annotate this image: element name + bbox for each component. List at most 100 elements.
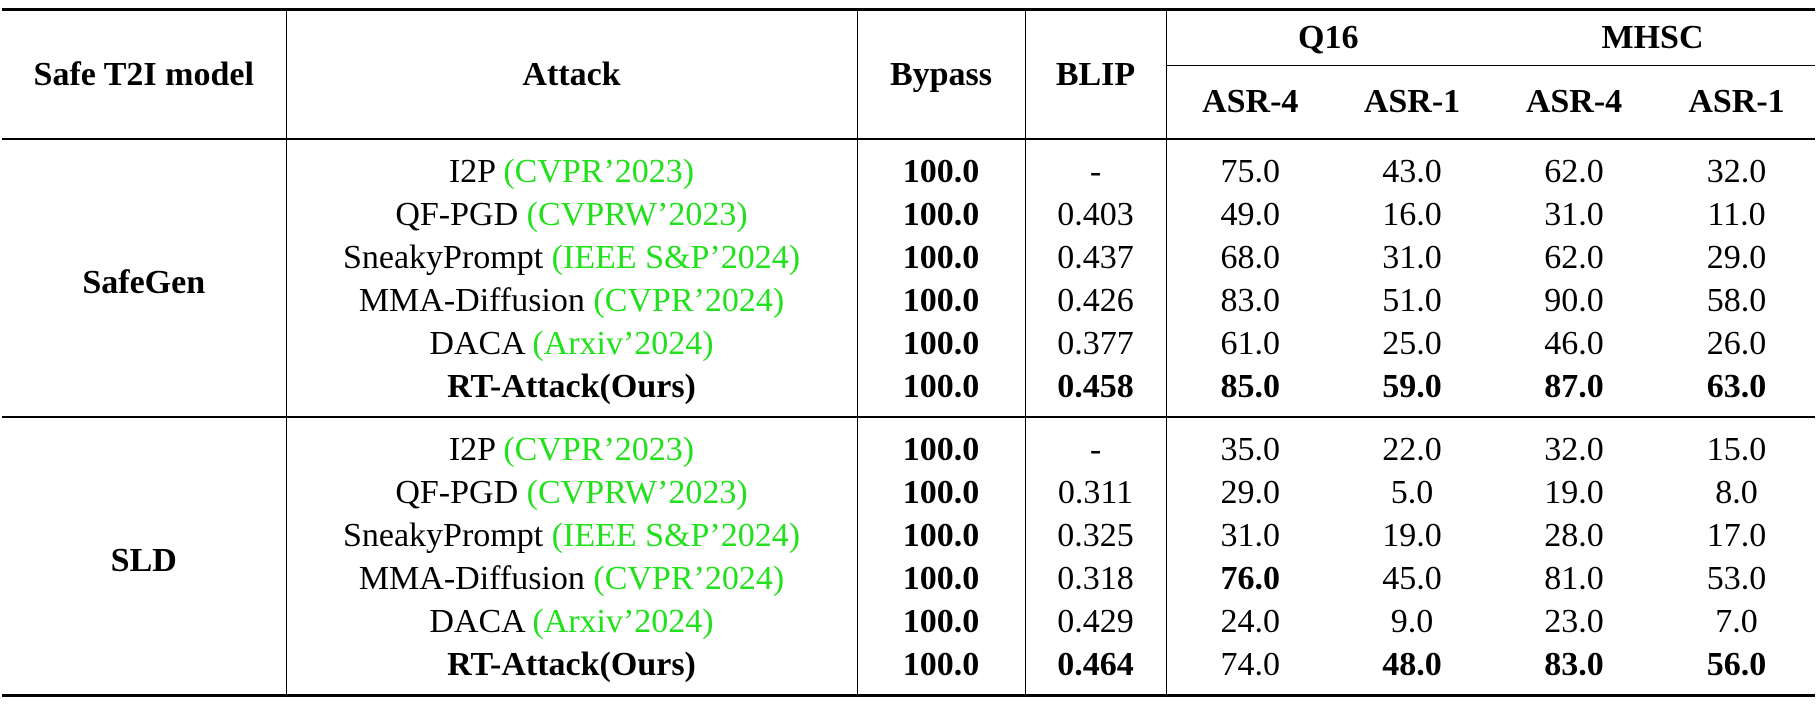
attack-name: DACA bbox=[429, 602, 524, 640]
value-cell: 45.0 bbox=[1382, 559, 1442, 597]
table-row: DACA (Arxiv’2024) 100.0 0.377 61.0 25.0 46.0 2… bbox=[2, 322, 1815, 365]
model-cell: SafeGen bbox=[2, 139, 287, 417]
value-cell: 25.0 bbox=[1382, 324, 1442, 362]
value-cell: 17.0 bbox=[1706, 516, 1767, 554]
value-cell: 48.0 bbox=[1382, 645, 1442, 683]
value-cell: 0.458 bbox=[1025, 365, 1167, 417]
value-cell: 7.0 bbox=[1715, 602, 1758, 640]
header-cell: ASR-4 bbox=[1202, 83, 1299, 120]
value-cell: 0.325 bbox=[1025, 514, 1167, 557]
value-cell: 49.0 bbox=[1220, 195, 1281, 233]
attack-venue: (Arxiv’2024) bbox=[532, 324, 714, 362]
value-cell: 100.0 bbox=[857, 600, 1026, 643]
value-cell: 85.0 bbox=[1220, 367, 1281, 405]
value-cell: - bbox=[1025, 417, 1167, 471]
value-cell: 62.0 bbox=[1544, 238, 1604, 276]
table-header: Safe T2I model Attack Bypass BLIP Q16 MH… bbox=[2, 9, 1816, 139]
value-cell: 8.0 bbox=[1715, 473, 1758, 511]
value-cell: 100.0 bbox=[857, 139, 1026, 193]
attack-name: SneakyPrompt bbox=[342, 516, 544, 554]
value-cell: 22.0 bbox=[1382, 430, 1442, 468]
header-group: Q16 bbox=[1166, 9, 1491, 66]
attack-name: MMA-Diffusion bbox=[358, 281, 585, 319]
header-cell: Attack bbox=[286, 9, 858, 139]
value-cell: 31.0 bbox=[1544, 195, 1604, 233]
header-group: MHSC bbox=[1490, 9, 1816, 66]
value-cell: 29.0 bbox=[1220, 473, 1281, 511]
table-row: SneakyPrompt (IEEE S&P’2024) 100.0 0.325 31… bbox=[2, 514, 1815, 557]
value-cell: 100.0 bbox=[857, 514, 1026, 557]
value-cell: 75.0 bbox=[1220, 152, 1281, 190]
value-cell: 59.0 bbox=[1382, 367, 1442, 405]
table-group: SLD I2P (CVPR’2023) 100.0-35.0 22.0 32.0 15.0… bbox=[2, 417, 1816, 696]
table-row: RT-Attack(Ours) 100.0 0.458 85.0 59.0 87.0 63.… bbox=[2, 365, 1815, 417]
value-cell: 28.0 bbox=[1544, 516, 1604, 554]
attack-name: QF-PGD bbox=[395, 195, 519, 233]
header-cell: ASR-1 bbox=[1363, 83, 1461, 120]
table-row: SLD I2P (CVPR’2023) 100.0-35.0 22.0 32.0 15.0 bbox=[2, 417, 1815, 696]
attack-venue: (CVPRW’2023) bbox=[526, 473, 748, 511]
attack-name: I2P bbox=[448, 430, 495, 468]
value-cell: 56.0 bbox=[1706, 645, 1767, 683]
value-cell: 100.0 bbox=[857, 279, 1026, 322]
table-row: DACA (Arxiv’2024) 100.0 0.429 24.0 9.0 23.0 7.… bbox=[2, 600, 1815, 643]
attack-name: SneakyPrompt bbox=[342, 238, 544, 276]
table-row: RT-Attack(Ours) 100.0 0.464 74.0 48.0 83.0 56.… bbox=[2, 643, 1815, 696]
value-cell: 100.0 bbox=[857, 557, 1026, 600]
attack-cell: I2P (CVPR’2023) bbox=[286, 139, 858, 193]
value-cell: 90.0 bbox=[1544, 281, 1604, 319]
value-cell: 19.0 bbox=[1544, 473, 1604, 511]
value-cell: 11.0 bbox=[1707, 195, 1766, 233]
table-row: SneakyPrompt (IEEE S&P’2024) 100.0 0.437 68… bbox=[2, 236, 1815, 279]
attack-cell: DACA (Arxiv’2024) bbox=[286, 322, 858, 365]
attack-cell: MMA-Diffusion (CVPR’2024) bbox=[286, 279, 858, 322]
value-cell: 43.0 bbox=[1382, 152, 1442, 190]
model-cell: SLD bbox=[2, 417, 287, 696]
table-group: SafeGen I2P (CVPR’2023) 100.0-75.0 43.0 62.0… bbox=[2, 139, 1816, 417]
value-cell: 51.0 bbox=[1382, 281, 1442, 319]
attack-name: DACA bbox=[429, 324, 524, 362]
attack-cell: RT-Attack(Ours) bbox=[286, 643, 858, 696]
header-cell: Bypass bbox=[857, 9, 1026, 139]
value-cell: 62.0 bbox=[1544, 152, 1604, 190]
value-cell: - bbox=[1025, 139, 1167, 193]
header-row: Safe T2I model Attack Bypass BLIP Q16 MH… bbox=[2, 9, 1816, 139]
attack-venue: (IEEE S&P’2024) bbox=[551, 238, 801, 276]
value-cell: 0.377 bbox=[1025, 322, 1167, 365]
attack-cell: RT-Attack(Ours) bbox=[286, 365, 858, 417]
value-cell: 61.0 bbox=[1220, 324, 1281, 362]
value-cell: 31.0 bbox=[1382, 238, 1442, 276]
value-cell: 100.0 bbox=[857, 643, 1026, 696]
value-cell: 100.0 bbox=[857, 471, 1026, 514]
value-cell: 32.0 bbox=[1544, 430, 1604, 468]
value-cell: 35.0 bbox=[1220, 430, 1281, 468]
value-cell: 16.0 bbox=[1382, 195, 1442, 233]
value-cell: 100.0 bbox=[857, 236, 1026, 279]
table-row: QF-PGD (CVPRW’2023) 100.0 0.311 29.0 5.0 19.0… bbox=[2, 471, 1815, 514]
value-cell: 23.0 bbox=[1544, 602, 1604, 640]
attack-name: RT-Attack(Ours) bbox=[447, 645, 696, 683]
header-cell: ASR-4 bbox=[1525, 83, 1623, 120]
value-cell: 76.0 bbox=[1220, 559, 1281, 597]
value-cell: 32.0 bbox=[1706, 152, 1767, 190]
value-cell: 0.426 bbox=[1025, 279, 1167, 322]
value-cell: 100.0 bbox=[857, 417, 1026, 471]
value-cell: 83.0 bbox=[1544, 645, 1604, 683]
value-cell: 0.311 bbox=[1025, 471, 1167, 514]
value-cell: 24.0 bbox=[1220, 602, 1281, 640]
attack-name: I2P bbox=[448, 152, 495, 190]
value-cell: 53.0 bbox=[1706, 559, 1767, 597]
attack-cell: SneakyPrompt (IEEE S&P’2024) bbox=[286, 236, 858, 279]
attack-venue: (CVPR’2023) bbox=[503, 152, 695, 190]
attack-name: RT-Attack(Ours) bbox=[447, 367, 696, 405]
value-cell: 81.0 bbox=[1544, 559, 1604, 597]
attack-venue: (CVPRW’2023) bbox=[526, 195, 748, 233]
attack-venue: (Arxiv’2024) bbox=[532, 602, 714, 640]
value-cell: 19.0 bbox=[1382, 516, 1442, 554]
value-cell: 83.0 bbox=[1220, 281, 1281, 319]
attack-name: QF-PGD bbox=[395, 473, 519, 511]
value-cell: 0.318 bbox=[1025, 557, 1167, 600]
attack-cell: I2P (CVPR’2023) bbox=[286, 417, 858, 471]
value-cell: 0.464 bbox=[1025, 643, 1167, 696]
